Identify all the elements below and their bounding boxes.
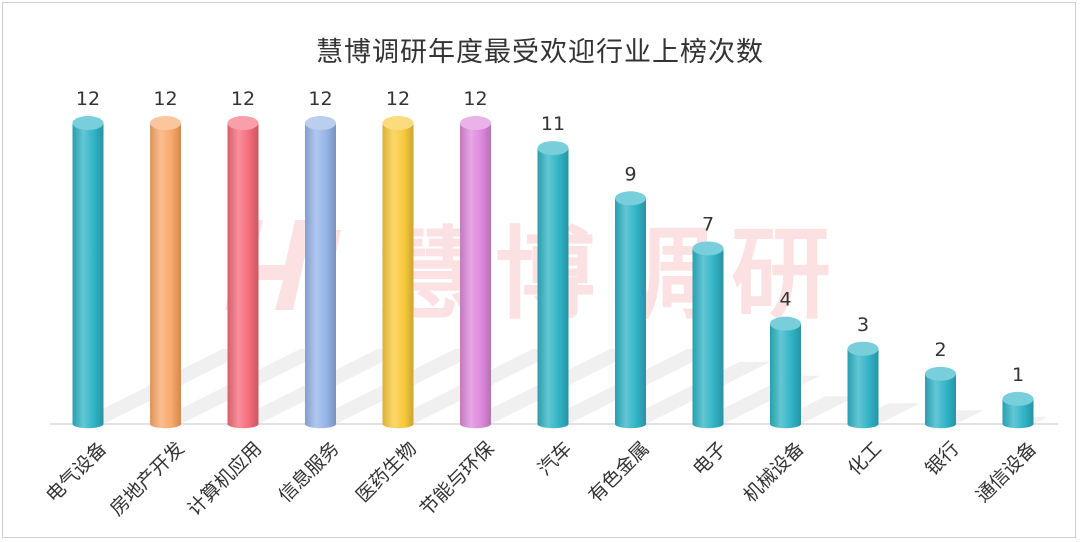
data-label: 3 <box>857 314 869 336</box>
x-tick-label: 计算机应用 <box>183 438 266 521</box>
bar-top <box>72 116 104 131</box>
x-tick-label: 化工 <box>844 438 886 480</box>
x-tick-label: 医药生物 <box>352 438 421 507</box>
bar-top <box>227 116 259 131</box>
data-label: 9 <box>624 163 636 185</box>
bar <box>1002 398 1034 429</box>
data-label: 12 <box>76 88 100 110</box>
bar <box>770 323 801 429</box>
bar <box>460 123 491 429</box>
bar <box>72 123 104 429</box>
x-tick-label: 机械设备 <box>739 438 808 507</box>
x-tick-label: 电子 <box>689 438 731 480</box>
data-label: 12 <box>231 88 255 110</box>
bar <box>692 248 724 429</box>
bar <box>227 123 259 429</box>
data-label: 12 <box>308 88 332 110</box>
bar-top <box>615 191 646 206</box>
data-label: 2 <box>934 339 946 361</box>
data-label: 12 <box>386 88 410 110</box>
data-label: 4 <box>779 289 791 311</box>
bar-top <box>692 241 724 256</box>
bar <box>847 348 879 429</box>
bar <box>537 148 569 429</box>
x-tick-label: 节能与环保 <box>416 438 499 521</box>
bar <box>615 198 646 429</box>
bar-top <box>1002 391 1034 406</box>
bar-top <box>537 141 569 156</box>
data-label: 7 <box>702 213 714 235</box>
x-tick-label: 通信设备 <box>972 438 1041 507</box>
x-tick-label: 信息服务 <box>274 438 343 507</box>
bar-top <box>770 316 801 331</box>
bar-top <box>847 341 879 356</box>
bar-top <box>925 366 956 381</box>
data-label: 12 <box>153 88 177 110</box>
bar-top <box>150 116 181 131</box>
bar-top <box>305 116 336 131</box>
chart-title: 慧博调研年度最受欢迎行业上榜次数 <box>316 37 764 68</box>
data-label: 12 <box>463 88 487 110</box>
bar <box>382 123 414 429</box>
bar-top <box>460 116 491 131</box>
x-tick-label: 银行 <box>921 438 963 480</box>
x-tick-label: 汽车 <box>534 438 576 480</box>
x-tick-label: 有色金属 <box>584 438 653 507</box>
bar <box>305 123 336 429</box>
bar-top <box>382 116 414 131</box>
bar <box>925 373 956 429</box>
data-label: 11 <box>541 113 565 135</box>
data-label: 1 <box>1012 364 1024 386</box>
bar <box>150 123 181 429</box>
x-tick-label: 电气设备 <box>42 438 111 507</box>
x-tick-label: 房地产开发 <box>106 438 189 521</box>
